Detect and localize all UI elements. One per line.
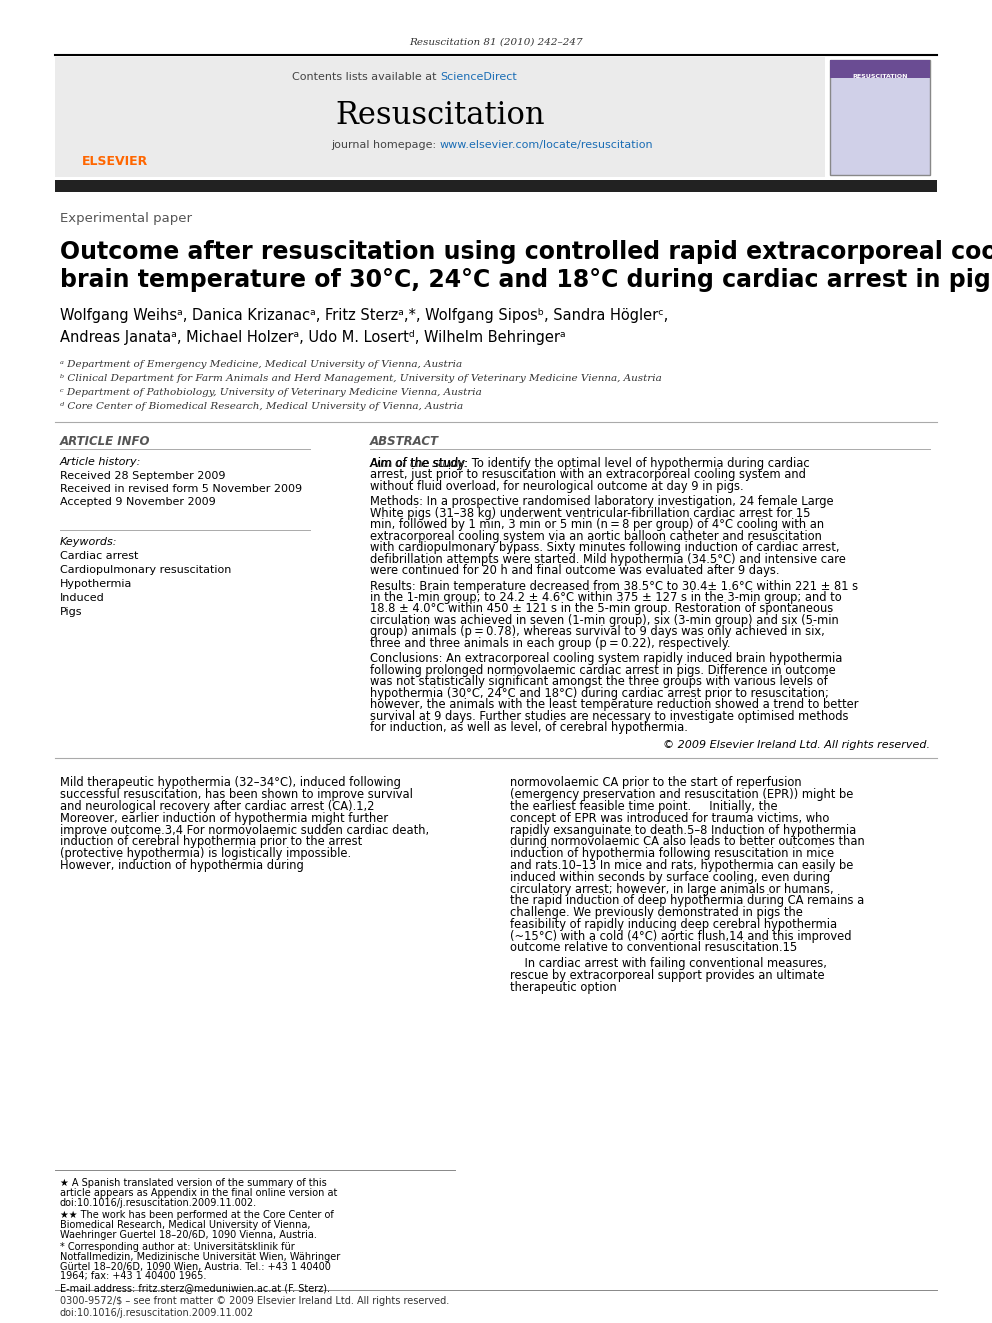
Text: Moreover, earlier induction of hypothermia might further: Moreover, earlier induction of hypotherm… <box>60 812 388 824</box>
Text: without fluid overload, for neurological outcome at day 9 in pigs.: without fluid overload, for neurological… <box>370 480 744 493</box>
Text: (protective hypothermia) is logistically impossible.: (protective hypothermia) is logistically… <box>60 847 351 860</box>
Text: article appears as Appendix in the final online version at: article appears as Appendix in the final… <box>60 1188 337 1197</box>
Text: normovolaemic CA prior to the start of reperfusion: normovolaemic CA prior to the start of r… <box>510 777 802 790</box>
Text: was not statistically significant amongst the three groups with various levels o: was not statistically significant amongs… <box>370 675 827 688</box>
Text: survival at 9 days. Further studies are necessary to investigate optimised metho: survival at 9 days. Further studies are … <box>370 709 848 722</box>
Text: induction of cerebral hypothermia prior to the arrest: induction of cerebral hypothermia prior … <box>60 835 362 848</box>
Text: group) animals (p = 0.78), whereas survival to 9 days was only achieved in six,: group) animals (p = 0.78), whereas survi… <box>370 626 824 639</box>
Text: ᵈ Core Center of Biomedical Research, Medical University of Vienna, Austria: ᵈ Core Center of Biomedical Research, Me… <box>60 402 463 411</box>
Text: arrest, just prior to resuscitation with an extracorporeal cooling system and: arrest, just prior to resuscitation with… <box>370 468 806 482</box>
Text: ARTICLE INFO: ARTICLE INFO <box>60 435 151 448</box>
Text: Cardiac arrest: Cardiac arrest <box>60 550 138 561</box>
Text: RESUSCITATION: RESUSCITATION <box>852 74 908 78</box>
Text: Resuscitation 81 (2010) 242–247: Resuscitation 81 (2010) 242–247 <box>409 38 583 48</box>
Text: (emergency preservation and resuscitation (EPR)) might be: (emergency preservation and resuscitatio… <box>510 789 853 802</box>
Text: Mild therapeutic hypothermia (32–34°C), induced following: Mild therapeutic hypothermia (32–34°C), … <box>60 777 401 790</box>
Text: hypothermia (30°C, 24°C and 18°C) during cardiac arrest prior to resuscitation;: hypothermia (30°C, 24°C and 18°C) during… <box>370 687 829 700</box>
Text: 0300-9572/$ – see front matter © 2009 Elsevier Ireland Ltd. All rights reserved.: 0300-9572/$ – see front matter © 2009 El… <box>60 1297 449 1306</box>
Text: Waehringer Guertel 18–20/6D, 1090 Vienna, Austria.: Waehringer Guertel 18–20/6D, 1090 Vienna… <box>60 1229 316 1240</box>
Text: successful resuscitation, has been shown to improve survival: successful resuscitation, has been shown… <box>60 789 413 802</box>
Text: and rats.10–13 In mice and rats, hypothermia can easily be: and rats.10–13 In mice and rats, hypothe… <box>510 859 853 872</box>
Bar <box>57 60 173 163</box>
Text: for induction, as well as level, of cerebral hypothermia.: for induction, as well as level, of cere… <box>370 721 687 734</box>
Text: E-mail address: fritz.sterz@meduniwien.ac.at (F. Sterz).: E-mail address: fritz.sterz@meduniwien.a… <box>60 1283 330 1294</box>
Text: concept of EPR was introduced for trauma victims, who: concept of EPR was introduced for trauma… <box>510 812 829 824</box>
Text: ★★ The work has been performed at the Core Center of: ★★ The work has been performed at the Co… <box>60 1209 333 1220</box>
Text: and neurological recovery after cardiac arrest (CA).1,2: and neurological recovery after cardiac … <box>60 800 375 814</box>
Text: Conclusions: An extracorporeal cooling system rapidly induced brain hypothermia: Conclusions: An extracorporeal cooling s… <box>370 652 842 665</box>
Text: ★ A Spanish translated version of the summary of this: ★ A Spanish translated version of the su… <box>60 1177 326 1188</box>
Text: rescue by extracorporeal support provides an ultimate: rescue by extracorporeal support provide… <box>510 968 824 982</box>
Text: Contents lists available at: Contents lists available at <box>292 71 440 82</box>
Text: However, induction of hypothermia during: However, induction of hypothermia during <box>60 859 304 872</box>
Text: ᵇ Clinical Department for Farm Animals and Herd Management, University of Veteri: ᵇ Clinical Department for Farm Animals a… <box>60 374 662 382</box>
Text: the earliest feasible time point.     Initially, the: the earliest feasible time point. Initia… <box>510 800 778 814</box>
Text: Accepted 9 November 2009: Accepted 9 November 2009 <box>60 497 215 507</box>
Text: Results: Brain temperature decreased from 38.5°C to 30.4± 1.6°C within 221 ± 81 : Results: Brain temperature decreased fro… <box>370 579 858 593</box>
Text: doi:10.1016/j.resuscitation.2009.11.002: doi:10.1016/j.resuscitation.2009.11.002 <box>60 1308 254 1318</box>
Bar <box>55 180 937 192</box>
Text: ScienceDirect: ScienceDirect <box>440 71 517 82</box>
Text: Gürtel 18–20/6D, 1090 Wien, Austria. Tel.: +43 1 40400: Gürtel 18–20/6D, 1090 Wien, Austria. Tel… <box>60 1262 331 1271</box>
Text: (~15°C) with a cold (4°C) aortic flush,14 and this improved: (~15°C) with a cold (4°C) aortic flush,1… <box>510 930 851 943</box>
Text: defibrillation attempts were started. Mild hypothermia (34.5°C) and intensive ca: defibrillation attempts were started. Mi… <box>370 553 846 566</box>
Bar <box>55 57 175 177</box>
Text: ᵃ Department of Emergency Medicine, Medical University of Vienna, Austria: ᵃ Department of Emergency Medicine, Medi… <box>60 360 462 369</box>
Text: Methods: In a prospective randomised laboratory investigation, 24 female Large: Methods: In a prospective randomised lab… <box>370 495 833 508</box>
Text: www.elsevier.com/locate/resuscitation: www.elsevier.com/locate/resuscitation <box>440 140 654 149</box>
Text: Outcome after resuscitation using controlled rapid extracorporeal cooling to a: Outcome after resuscitation using contro… <box>60 239 992 265</box>
Text: 18.8 ± 4.0°C within 450 ± 121 s in the 5-min group. Restoration of spontaneous: 18.8 ± 4.0°C within 450 ± 121 s in the 5… <box>370 602 833 615</box>
Text: Induced: Induced <box>60 593 105 603</box>
Text: rapidly exsanguinate to death.5–8 Induction of hypothermia: rapidly exsanguinate to death.5–8 Induct… <box>510 824 856 836</box>
Text: Biomedical Research, Medical University of Vienna,: Biomedical Research, Medical University … <box>60 1220 310 1230</box>
Text: were continued for 20 h and final outcome was evaluated after 9 days.: were continued for 20 h and final outcom… <box>370 564 780 577</box>
Text: with cardiopulmonary bypass. Sixty minutes following induction of cardiac arrest: with cardiopulmonary bypass. Sixty minut… <box>370 541 839 554</box>
Text: * Corresponding author at: Universitätsklinik für: * Corresponding author at: Universitätsk… <box>60 1242 295 1252</box>
Text: induced within seconds by surface cooling, even during: induced within seconds by surface coolin… <box>510 871 830 884</box>
Text: Article history:: Article history: <box>60 456 142 467</box>
Text: challenge. We previously demonstrated in pigs the: challenge. We previously demonstrated in… <box>510 906 803 919</box>
Text: Andreas Janataᵃ, Michael Holzerᵃ, Udo M. Losertᵈ, Wilhelm Behringerᵃ: Andreas Janataᵃ, Michael Holzerᵃ, Udo M.… <box>60 329 565 345</box>
Text: White pigs (31–38 kg) underwent ventricular-fibrillation cardiac arrest for 15: White pigs (31–38 kg) underwent ventricu… <box>370 507 810 520</box>
Text: doi:10.1016/j.resuscitation.2009.11.002.: doi:10.1016/j.resuscitation.2009.11.002. <box>60 1197 257 1208</box>
Text: during normovolaemic CA also leads to better outcomes than: during normovolaemic CA also leads to be… <box>510 835 865 848</box>
Bar <box>830 60 930 78</box>
Text: Wolfgang Weihsᵃ, Danica Krizanacᵃ, Fritz Sterzᵃ,*, Wolfgang Siposᵇ, Sandra Högle: Wolfgang Weihsᵃ, Danica Krizanacᵃ, Fritz… <box>60 308 669 323</box>
Text: circulatory arrest; however, in large animals or humans,: circulatory arrest; however, in large an… <box>510 882 833 896</box>
Text: Cardiopulmonary resuscitation: Cardiopulmonary resuscitation <box>60 565 231 576</box>
Text: Aim of the study: To identify the optimal level of hypothermia during cardiac: Aim of the study: To identify the optima… <box>370 456 809 470</box>
Text: ᶜ Department of Pathobiology, University of Veterinary Medicine Vienna, Austria: ᶜ Department of Pathobiology, University… <box>60 388 482 397</box>
Text: Received 28 September 2009: Received 28 September 2009 <box>60 471 225 482</box>
Text: following prolonged normovolaemic cardiac arrest in pigs. Difference in outcome: following prolonged normovolaemic cardia… <box>370 664 835 677</box>
Text: outcome relative to conventional resuscitation.15: outcome relative to conventional resusci… <box>510 942 798 954</box>
Text: therapeutic option: therapeutic option <box>510 980 617 994</box>
Text: Keywords:: Keywords: <box>60 537 117 546</box>
Text: Notfallmedizin, Medizinische Universität Wien, Währinger: Notfallmedizin, Medizinische Universität… <box>60 1252 340 1262</box>
Bar <box>830 60 930 175</box>
Text: in the 1-min group; to 24.2 ± 4.6°C within 375 ± 127 s in the 3-min group; and t: in the 1-min group; to 24.2 ± 4.6°C with… <box>370 591 842 605</box>
Text: extracorporeal cooling system via an aortic balloon catheter and resuscitation: extracorporeal cooling system via an aor… <box>370 529 822 542</box>
Text: journal homepage:: journal homepage: <box>331 140 440 149</box>
Text: Hypothermia: Hypothermia <box>60 579 132 589</box>
Text: ABSTRACT: ABSTRACT <box>370 435 439 448</box>
Text: 1964; fax: +43 1 40400 1965.: 1964; fax: +43 1 40400 1965. <box>60 1271 206 1282</box>
Text: Resuscitation: Resuscitation <box>335 101 545 131</box>
Text: Aim of the study:: Aim of the study: <box>370 456 469 470</box>
Text: ELSEVIER: ELSEVIER <box>82 155 148 168</box>
Text: In cardiac arrest with failing conventional measures,: In cardiac arrest with failing conventio… <box>510 958 827 970</box>
Text: min, followed by 1 min, 3 min or 5 min (n = 8 per group) of 4°C cooling with an: min, followed by 1 min, 3 min or 5 min (… <box>370 519 824 532</box>
Text: Received in revised form 5 November 2009: Received in revised form 5 November 2009 <box>60 484 303 493</box>
Text: Pigs: Pigs <box>60 607 82 617</box>
Text: improve outcome.3,4 For normovolaemic sudden cardiac death,: improve outcome.3,4 For normovolaemic su… <box>60 824 430 836</box>
Text: induction of hypothermia following resuscitation in mice: induction of hypothermia following resus… <box>510 847 834 860</box>
Text: the rapid induction of deep hypothermia during CA remains a: the rapid induction of deep hypothermia … <box>510 894 864 908</box>
Text: Experimental paper: Experimental paper <box>60 212 192 225</box>
Bar <box>55 57 825 177</box>
Text: three and three animals in each group (p = 0.22), respectively.: three and three animals in each group (p… <box>370 636 730 650</box>
Text: © 2009 Elsevier Ireland Ltd. All rights reserved.: © 2009 Elsevier Ireland Ltd. All rights … <box>663 741 930 750</box>
Text: feasibility of rapidly inducing deep cerebral hypothermia: feasibility of rapidly inducing deep cer… <box>510 918 837 931</box>
Text: however, the animals with the least temperature reduction showed a trend to bett: however, the animals with the least temp… <box>370 699 858 710</box>
Text: circulation was achieved in seven (1-min group), six (3-min group) and six (5-mi: circulation was achieved in seven (1-min… <box>370 614 839 627</box>
Text: brain temperature of 30°C, 24°C and 18°C during cardiac arrest in pigs★,★★: brain temperature of 30°C, 24°C and 18°C… <box>60 269 992 292</box>
